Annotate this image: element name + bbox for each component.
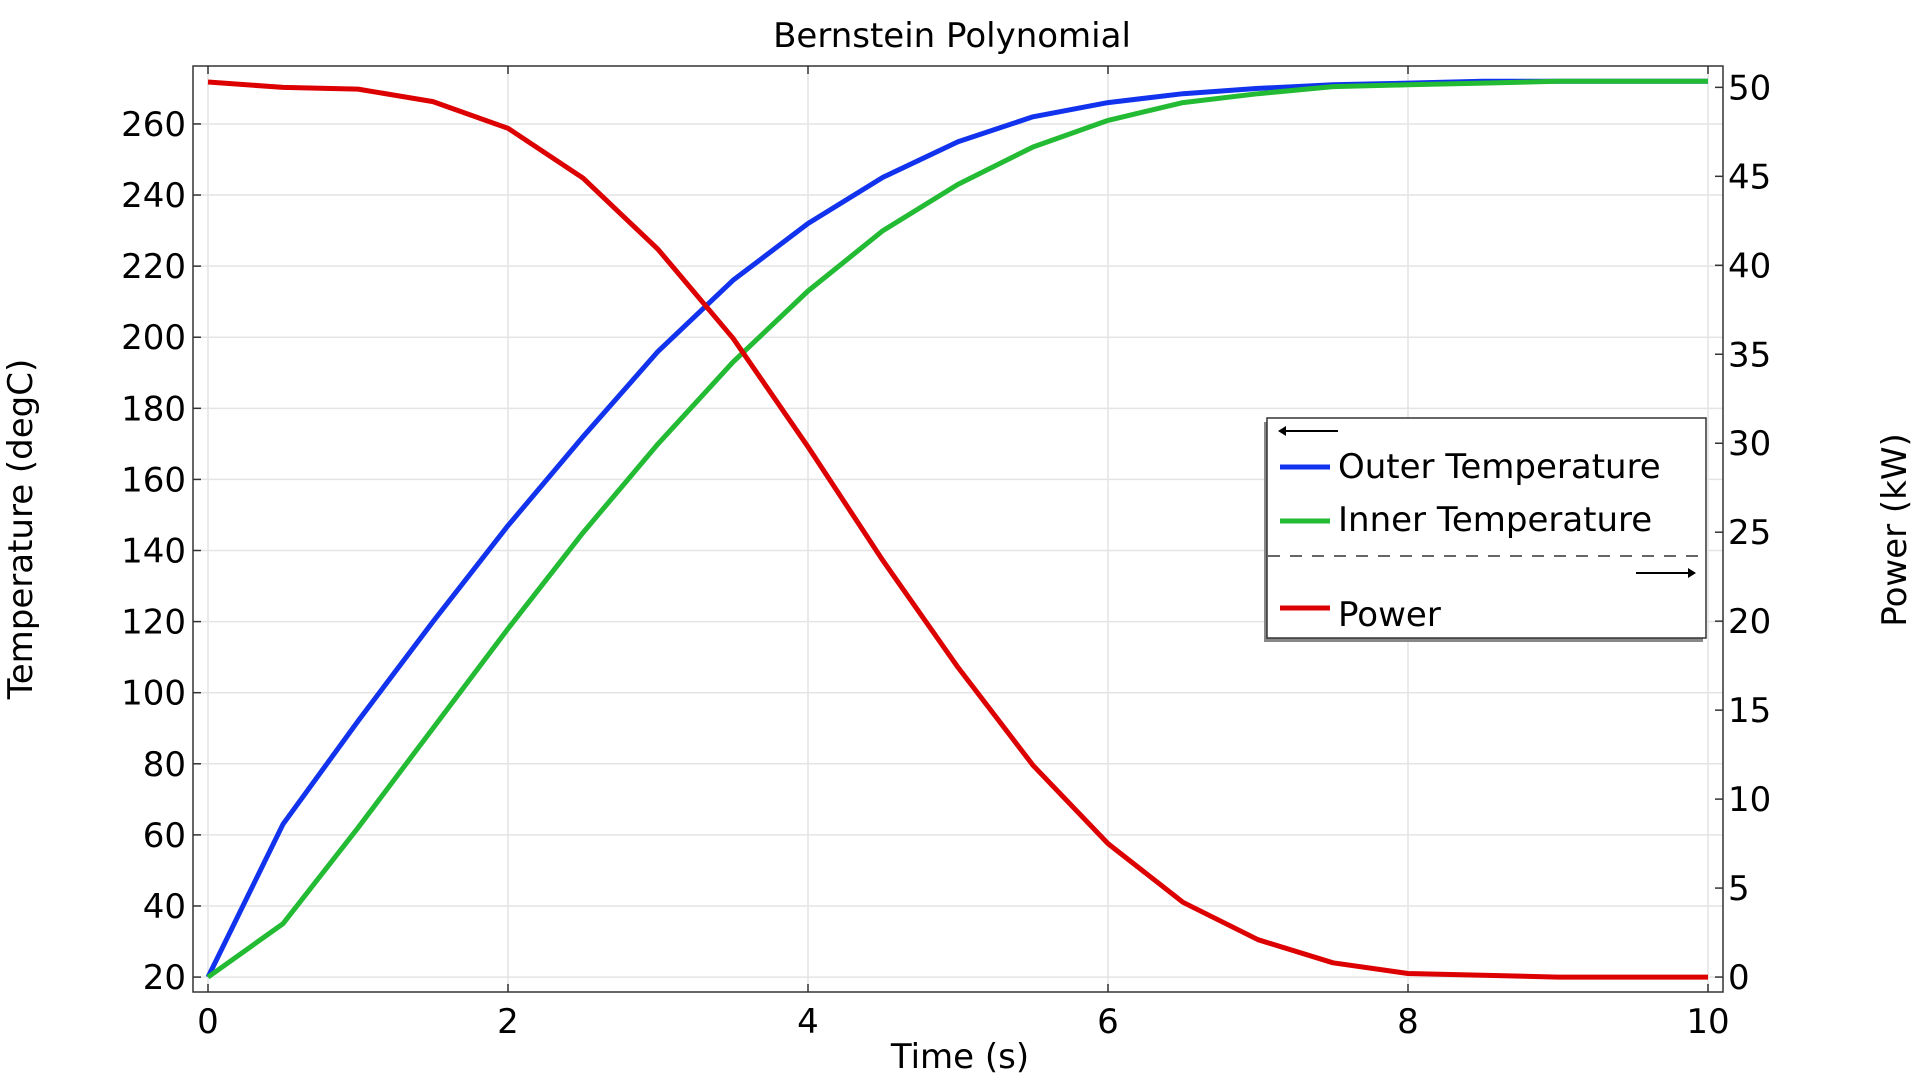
x-tick-label: 8 <box>1397 1002 1419 1042</box>
legend-label-power: Power <box>1338 595 1441 635</box>
y2-tick-label: 50 <box>1728 68 1771 108</box>
y2-tick-label: 30 <box>1728 424 1771 464</box>
y-tick-label: 200 <box>121 318 186 358</box>
y-tick-label: 100 <box>121 674 186 714</box>
y-tick-label: 240 <box>121 176 186 216</box>
y2-tick-label: 35 <box>1728 335 1771 375</box>
y-tick-label: 260 <box>121 105 186 145</box>
y-tick-label: 40 <box>143 887 186 927</box>
legend-box <box>1266 417 1707 639</box>
y-axis-label: Temperature (degC) <box>1 359 41 701</box>
x-tick-label: 6 <box>1097 1002 1119 1042</box>
chart-title: Bernstein Polynomial <box>773 16 1131 56</box>
y-tick-label: 20 <box>143 958 186 998</box>
series-line-power <box>207 79 1708 980</box>
ticks: 0 2 4 6 8 10204060801001201401601802002202402… <box>121 66 1771 1042</box>
y-tick-label: 220 <box>121 247 186 287</box>
x-tick-label: 10 <box>1686 1002 1729 1042</box>
y-tick-label: 120 <box>121 603 186 643</box>
y2-tick-label: 5 <box>1728 869 1750 909</box>
legend: Outer Temperature Inner Temperature Powe… <box>1264 417 1707 642</box>
legend-label-inner: Inner Temperature <box>1338 500 1652 540</box>
plot-frame <box>192 65 1724 993</box>
left-axis-arrow-icon <box>1278 426 1338 436</box>
x-axis-label: Time (s) <box>890 1037 1029 1077</box>
series-line-inner-temperature <box>206 78 1708 980</box>
y-tick-label: 140 <box>121 532 186 572</box>
y-tick-label: 80 <box>143 745 186 785</box>
y2-tick-label: 0 <box>1728 958 1750 998</box>
y2-tick-label: 45 <box>1728 157 1771 197</box>
y2-tick-label: 20 <box>1728 602 1771 642</box>
y2-tick-label: 40 <box>1728 246 1771 286</box>
legend-label-outer: Outer Temperature <box>1338 447 1661 487</box>
y2-tick-label: 15 <box>1728 691 1771 731</box>
x-tick-label: 4 <box>797 1002 819 1042</box>
y2-tick-label: 10 <box>1728 780 1771 820</box>
y-tick-label: 160 <box>121 460 186 500</box>
y2-axis-label: Power (kW) <box>1875 433 1915 626</box>
x-tick-label: 2 <box>497 1002 519 1042</box>
x-tick-label: 0 <box>197 1002 219 1042</box>
y-tick-label: 60 <box>143 816 186 856</box>
right-axis-arrow-icon <box>1636 568 1696 578</box>
y2-tick-label: 25 <box>1728 513 1771 553</box>
y-tick-label: 180 <box>121 389 186 429</box>
series-lines <box>205 78 1708 980</box>
